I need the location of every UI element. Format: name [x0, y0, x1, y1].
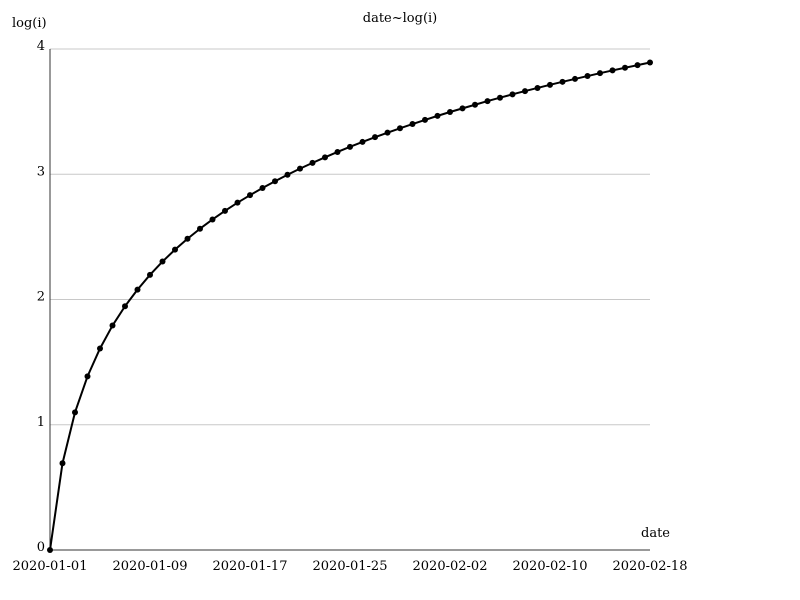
data-point — [409, 121, 416, 128]
data-point — [634, 62, 641, 69]
data-point — [572, 75, 578, 82]
data-point — [334, 148, 341, 155]
x-tick-label: 2020-01-17 — [213, 559, 288, 574]
data-point — [397, 125, 403, 132]
data-point — [347, 143, 353, 150]
data-point — [322, 154, 328, 161]
x-tick-label: 2020-01-25 — [313, 559, 388, 574]
y-tick-label: 3 — [37, 164, 45, 179]
data-point — [372, 134, 378, 141]
data-point — [259, 185, 266, 192]
data-point — [309, 159, 316, 166]
grid-layer — [50, 48, 650, 426]
data-point — [234, 199, 241, 206]
data-point — [647, 59, 653, 66]
data-point — [59, 460, 66, 467]
data-point — [97, 345, 103, 352]
x-tick-label: 2020-02-10 — [513, 559, 588, 574]
data-point — [247, 192, 253, 199]
y-axis-label: log(i) — [12, 16, 47, 31]
series-line — [49, 61, 651, 551]
chart-title: date~log(i) — [362, 11, 438, 26]
data-point — [134, 286, 141, 293]
data-point — [447, 109, 453, 116]
data-point — [297, 165, 303, 172]
data-point — [147, 271, 153, 278]
data-point — [209, 216, 216, 223]
data-point — [472, 101, 478, 108]
data-point — [122, 303, 128, 310]
y-tick-label: 2 — [37, 290, 45, 305]
data-point — [497, 94, 503, 101]
data-point — [72, 409, 78, 416]
data-point — [284, 171, 291, 178]
x-tick-label: 2020-01-01 — [13, 559, 88, 574]
data-point — [434, 112, 441, 119]
data-point — [597, 70, 603, 77]
data-point — [384, 129, 391, 136]
data-point — [197, 225, 203, 232]
data-point — [172, 246, 178, 253]
data-point — [159, 258, 166, 265]
x-tick-label: 2020-02-18 — [613, 559, 688, 574]
data-point — [459, 105, 466, 112]
data-point — [184, 235, 191, 242]
axis-layer — [49, 49, 650, 551]
x-tick-label: 2020-02-02 — [413, 559, 488, 574]
data-point — [547, 81, 553, 88]
y-tick-label: 1 — [37, 415, 45, 430]
data-point — [534, 84, 541, 91]
x-tick-label: 2020-01-09 — [113, 559, 188, 574]
series-layer — [47, 59, 653, 553]
data-point — [47, 547, 53, 553]
data-point — [559, 78, 566, 85]
data-point — [222, 207, 228, 214]
data-point — [359, 138, 366, 145]
y-tick-label: 0 — [37, 540, 45, 555]
data-point — [84, 373, 91, 380]
data-point — [422, 116, 428, 123]
x-axis-label: date — [641, 526, 670, 541]
data-point — [522, 88, 528, 95]
y-tick-label: 4 — [37, 39, 45, 54]
data-point — [272, 178, 278, 185]
data-point — [609, 67, 616, 74]
data-point — [509, 91, 516, 98]
data-point — [622, 64, 628, 71]
data-point — [584, 73, 591, 80]
data-point — [109, 322, 116, 329]
data-point — [484, 98, 491, 105]
tick-label-layer: 0 1 2 3 4 2020-01-01 2020-01-09 2020-01-17 2020-… — [13, 39, 688, 574]
